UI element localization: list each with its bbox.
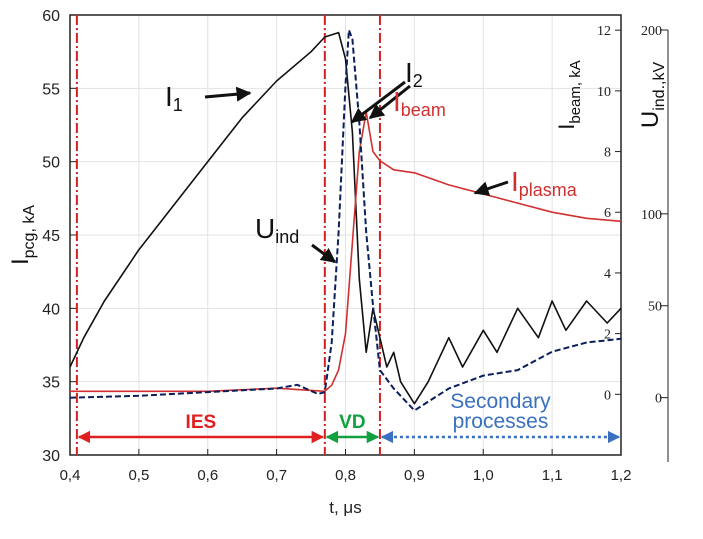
y2-axis-title-main: I: [554, 124, 579, 130]
annotation-arrow: [473, 180, 509, 196]
annotation-arrow: [368, 84, 411, 120]
annotation-main: I: [165, 81, 173, 112]
annotation: Iplasma: [511, 166, 578, 200]
annotation-main: I: [511, 166, 519, 197]
x-tick-label: 0,4: [60, 467, 81, 484]
y3-tick-label: 200: [641, 24, 662, 39]
y3-axis-title-main: U: [637, 111, 664, 128]
annotation-sub: beam: [401, 100, 446, 120]
y3-tick-label: 0: [655, 392, 662, 407]
y2-tick-label: 2: [604, 328, 611, 343]
y-axis-title-sub: pcg, kA: [21, 205, 38, 259]
annotation-arrow: [350, 80, 406, 124]
y3-axis-title: Uind.,kV: [637, 62, 668, 129]
x-tick-label: 0,7: [266, 467, 287, 484]
annotation: Ibeam: [393, 86, 446, 120]
x-tick-label: 0,9: [404, 467, 425, 484]
annotation-sub: ind: [275, 227, 299, 247]
y2-axis-title: Ibeam, kA: [554, 60, 584, 130]
annotation: I2: [405, 57, 423, 91]
region-label: Secondary: [450, 390, 551, 413]
annotation-sub: 1: [173, 95, 183, 115]
y2-tick-label: 12: [597, 24, 611, 39]
x-tick-label: 0,6: [197, 467, 218, 484]
annotation-arrow: [204, 86, 252, 102]
annotation: I1: [165, 81, 183, 115]
region-label: VD: [339, 412, 365, 433]
y-tick-label: 60: [42, 8, 60, 25]
y-tick-label: 50: [42, 155, 60, 172]
y2-tick-label: 8: [604, 146, 611, 161]
y-tick-label: 30: [42, 448, 60, 465]
annotation-sub: 2: [413, 71, 423, 91]
annotation-main: U: [255, 213, 275, 244]
y-tick-label: 40: [42, 301, 60, 318]
x-tick-label: 1,2: [611, 467, 632, 484]
y-tick-label: 55: [42, 81, 60, 98]
x-tick-label: 1,0: [473, 467, 494, 484]
y-axis-title-main: I: [7, 258, 34, 265]
x-tick-label: 1,1: [542, 467, 563, 484]
y3-tick-label: 50: [648, 300, 662, 315]
y2-tick-label: 4: [604, 267, 611, 282]
y3-axis-title-sub: ind.,kV: [651, 62, 668, 111]
annotation-main: I: [405, 57, 413, 88]
series-line: [69, 29, 622, 412]
y-tick-label: 45: [42, 228, 60, 245]
region-label: IES: [186, 412, 217, 433]
x-tick-label: 0,8: [335, 467, 356, 484]
y2-tick-label: 6: [604, 206, 611, 221]
annotation-arrow: [311, 243, 337, 264]
x-tick-label: 0,5: [128, 467, 149, 484]
x-axis-title: t, μs: [329, 498, 361, 517]
series-line: [69, 31, 622, 405]
y-axis-title: Ipcg, kA: [7, 205, 38, 265]
annotation-sub: plasma: [519, 180, 578, 200]
y2-tick-label: 0: [604, 388, 611, 403]
annotation: Uind: [255, 213, 299, 247]
annotation-main: I: [393, 86, 401, 117]
plot-frame: [69, 14, 622, 456]
y2-axis-title-sub: beam, kA: [567, 60, 584, 123]
y2-tick-label: 10: [597, 85, 611, 100]
y-tick-label: 35: [42, 375, 60, 392]
region-label: processes: [453, 410, 549, 433]
y3-tick-label: 100: [641, 208, 662, 223]
